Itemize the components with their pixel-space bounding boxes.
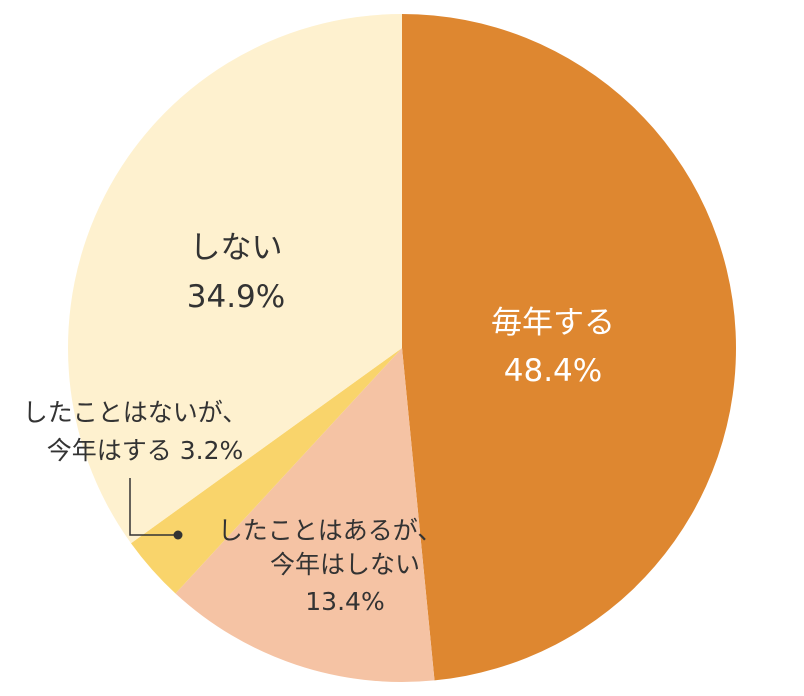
small-slice-leader-line <box>129 478 178 536</box>
slice-label-first-time-line1: したことはないが、 <box>23 398 248 427</box>
slice-first-time <box>130 348 403 594</box>
slice-label-first-time-line2: 今年はする 3.2% <box>47 436 243 465</box>
slice-value-done-before: 13.4% <box>305 587 384 616</box>
slice-label-done-before-line2: 今年はしない <box>270 550 420 579</box>
slice-label-never: しない <box>190 230 283 266</box>
small-slice-leader-dot <box>173 530 183 540</box>
slice-done-before <box>175 348 435 682</box>
pie-slices <box>67 14 737 682</box>
slice-value-annual: 48.4% <box>504 353 602 389</box>
slice-label-done-before-line1: したことはあるが、 <box>218 516 443 545</box>
slice-never <box>67 14 402 544</box>
slice-annual <box>402 14 737 681</box>
slice-label-annual: 毎年する <box>491 305 615 341</box>
slice-value-never: 34.9% <box>187 279 285 315</box>
